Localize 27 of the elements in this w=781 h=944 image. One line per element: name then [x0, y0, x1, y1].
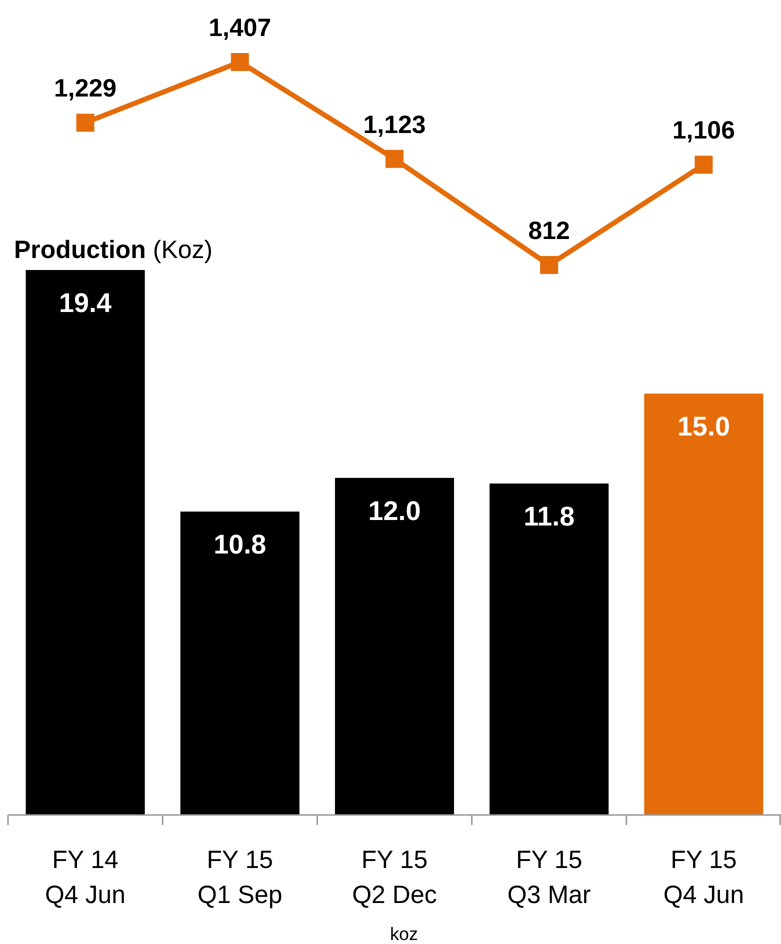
data-label: 812 [528, 217, 570, 245]
x-tick-label: FY 15 Q1 Sep [198, 846, 282, 909]
point [230, 53, 249, 71]
point [540, 256, 558, 274]
bar [180, 512, 300, 815]
point [76, 114, 94, 132]
point [386, 150, 404, 168]
data-label: 1,106 [672, 116, 735, 145]
bar [644, 394, 764, 815]
x-tick-label: FY 15 Q2 Dec [352, 846, 437, 909]
x-tick-label: FY 14 Q4 Jun [44, 846, 126, 909]
x-tick-label: FY 15 Q3 Mar [507, 846, 591, 909]
data-label: 11.8 [524, 502, 575, 532]
point [694, 156, 713, 174]
chart-title: Production (Koz) [14, 236, 213, 264]
data-label: 1,229 [54, 74, 117, 103]
bar [26, 270, 145, 815]
bar [334, 478, 454, 815]
x-tick-label: FY 15 Q4 Jun [663, 846, 744, 909]
data-label: 10.8 [214, 530, 266, 560]
data-label: 1,123 [363, 110, 426, 139]
data-label: 12.0 [368, 496, 421, 526]
bar [490, 484, 609, 815]
data-label: 15.0 [677, 412, 730, 442]
data-label: 19.4 [59, 288, 112, 318]
data-label: 1,407 [208, 14, 272, 42]
x-axis-title: koz [390, 924, 418, 944]
